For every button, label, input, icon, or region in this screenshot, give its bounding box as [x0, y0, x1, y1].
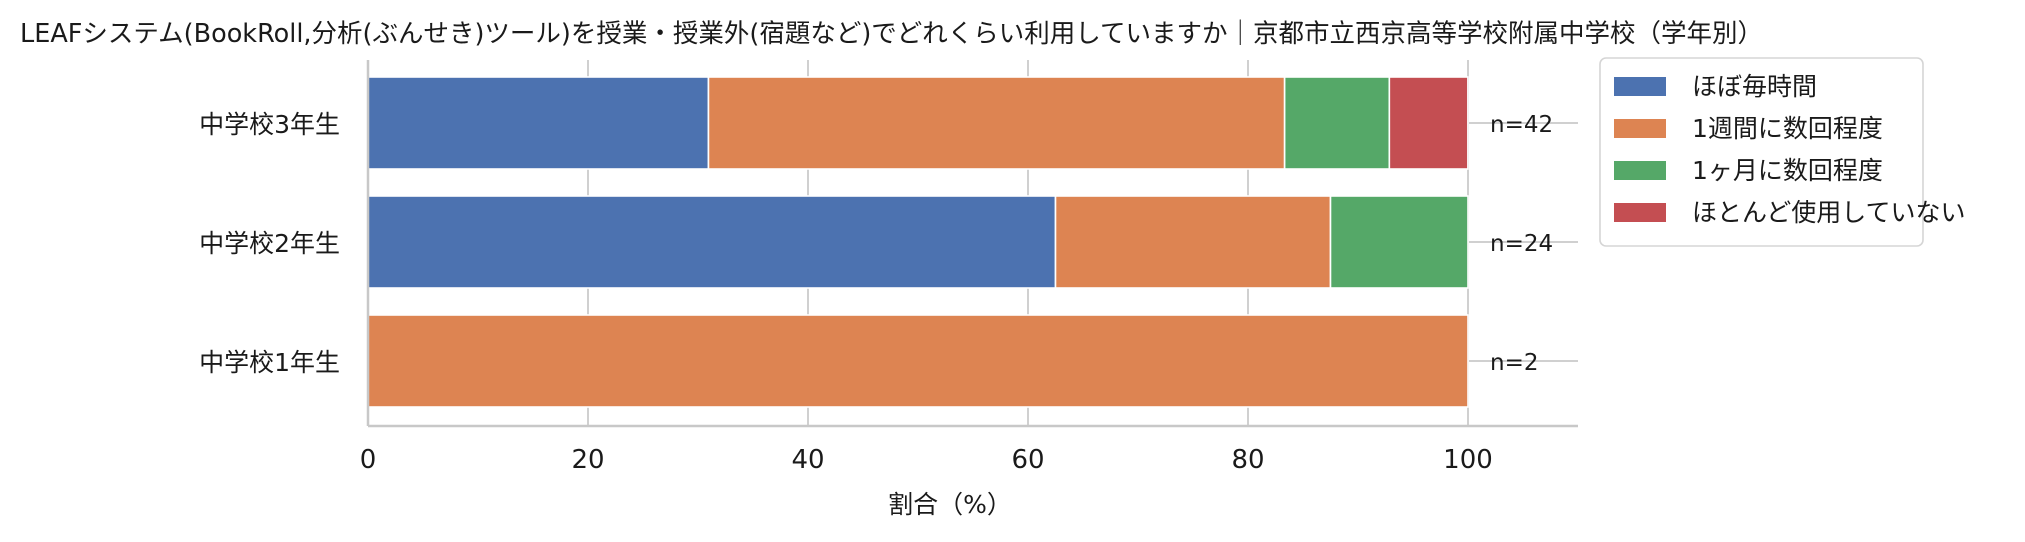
x-tick-label: 60	[1011, 445, 1044, 475]
y-tick-label: 中学校2年生	[199, 229, 340, 258]
bar-segment	[1388, 76, 1469, 170]
bar-segment	[1054, 195, 1332, 289]
labels: n=42 中学校3年生 n=24 中学校2年生 n=2 中学校1年生 0 20 40 60 80 10…	[199, 110, 1553, 475]
legend-label: 1ヶ月に数回程度	[1692, 156, 1883, 185]
x-tick-label: 40	[791, 445, 824, 475]
bars	[367, 76, 1469, 408]
bar-segment	[707, 76, 1286, 170]
axes	[366, 60, 1578, 428]
x-tick-label: 0	[360, 445, 377, 475]
legend-label: ほとんど使用していない	[1692, 198, 1966, 227]
chart-title: LEAFシステム(BookRoll,分析(ぶんせき)ツール)を授業・授業外(宿題…	[20, 19, 1763, 49]
bar-segment	[367, 76, 710, 170]
x-tick-label: 80	[1231, 445, 1264, 475]
x-tick-label: 20	[571, 445, 604, 475]
bar-segment	[1283, 76, 1391, 170]
bar-segment	[367, 195, 1057, 289]
y-tick-label: 中学校1年生	[199, 348, 340, 377]
x-axis-label: 割合（%）	[888, 490, 1012, 519]
legend-swatch	[1614, 119, 1666, 138]
legend-swatch	[1614, 203, 1666, 222]
n-label: n=24	[1490, 231, 1553, 257]
bar-segment	[1329, 195, 1469, 289]
x-tick-label: 100	[1443, 445, 1493, 475]
legend-swatch	[1614, 77, 1666, 96]
bar-segment	[367, 314, 1469, 408]
n-label: n=2	[1490, 350, 1538, 376]
legend-swatch	[1614, 161, 1666, 180]
y-tick-label: 中学校3年生	[199, 110, 340, 139]
legend-frame	[1599, 57, 1924, 247]
legend-label: 1週間に数回程度	[1692, 114, 1883, 143]
legend-label: ほぼ毎時間	[1692, 72, 1817, 101]
n-label: n=42	[1490, 112, 1553, 138]
